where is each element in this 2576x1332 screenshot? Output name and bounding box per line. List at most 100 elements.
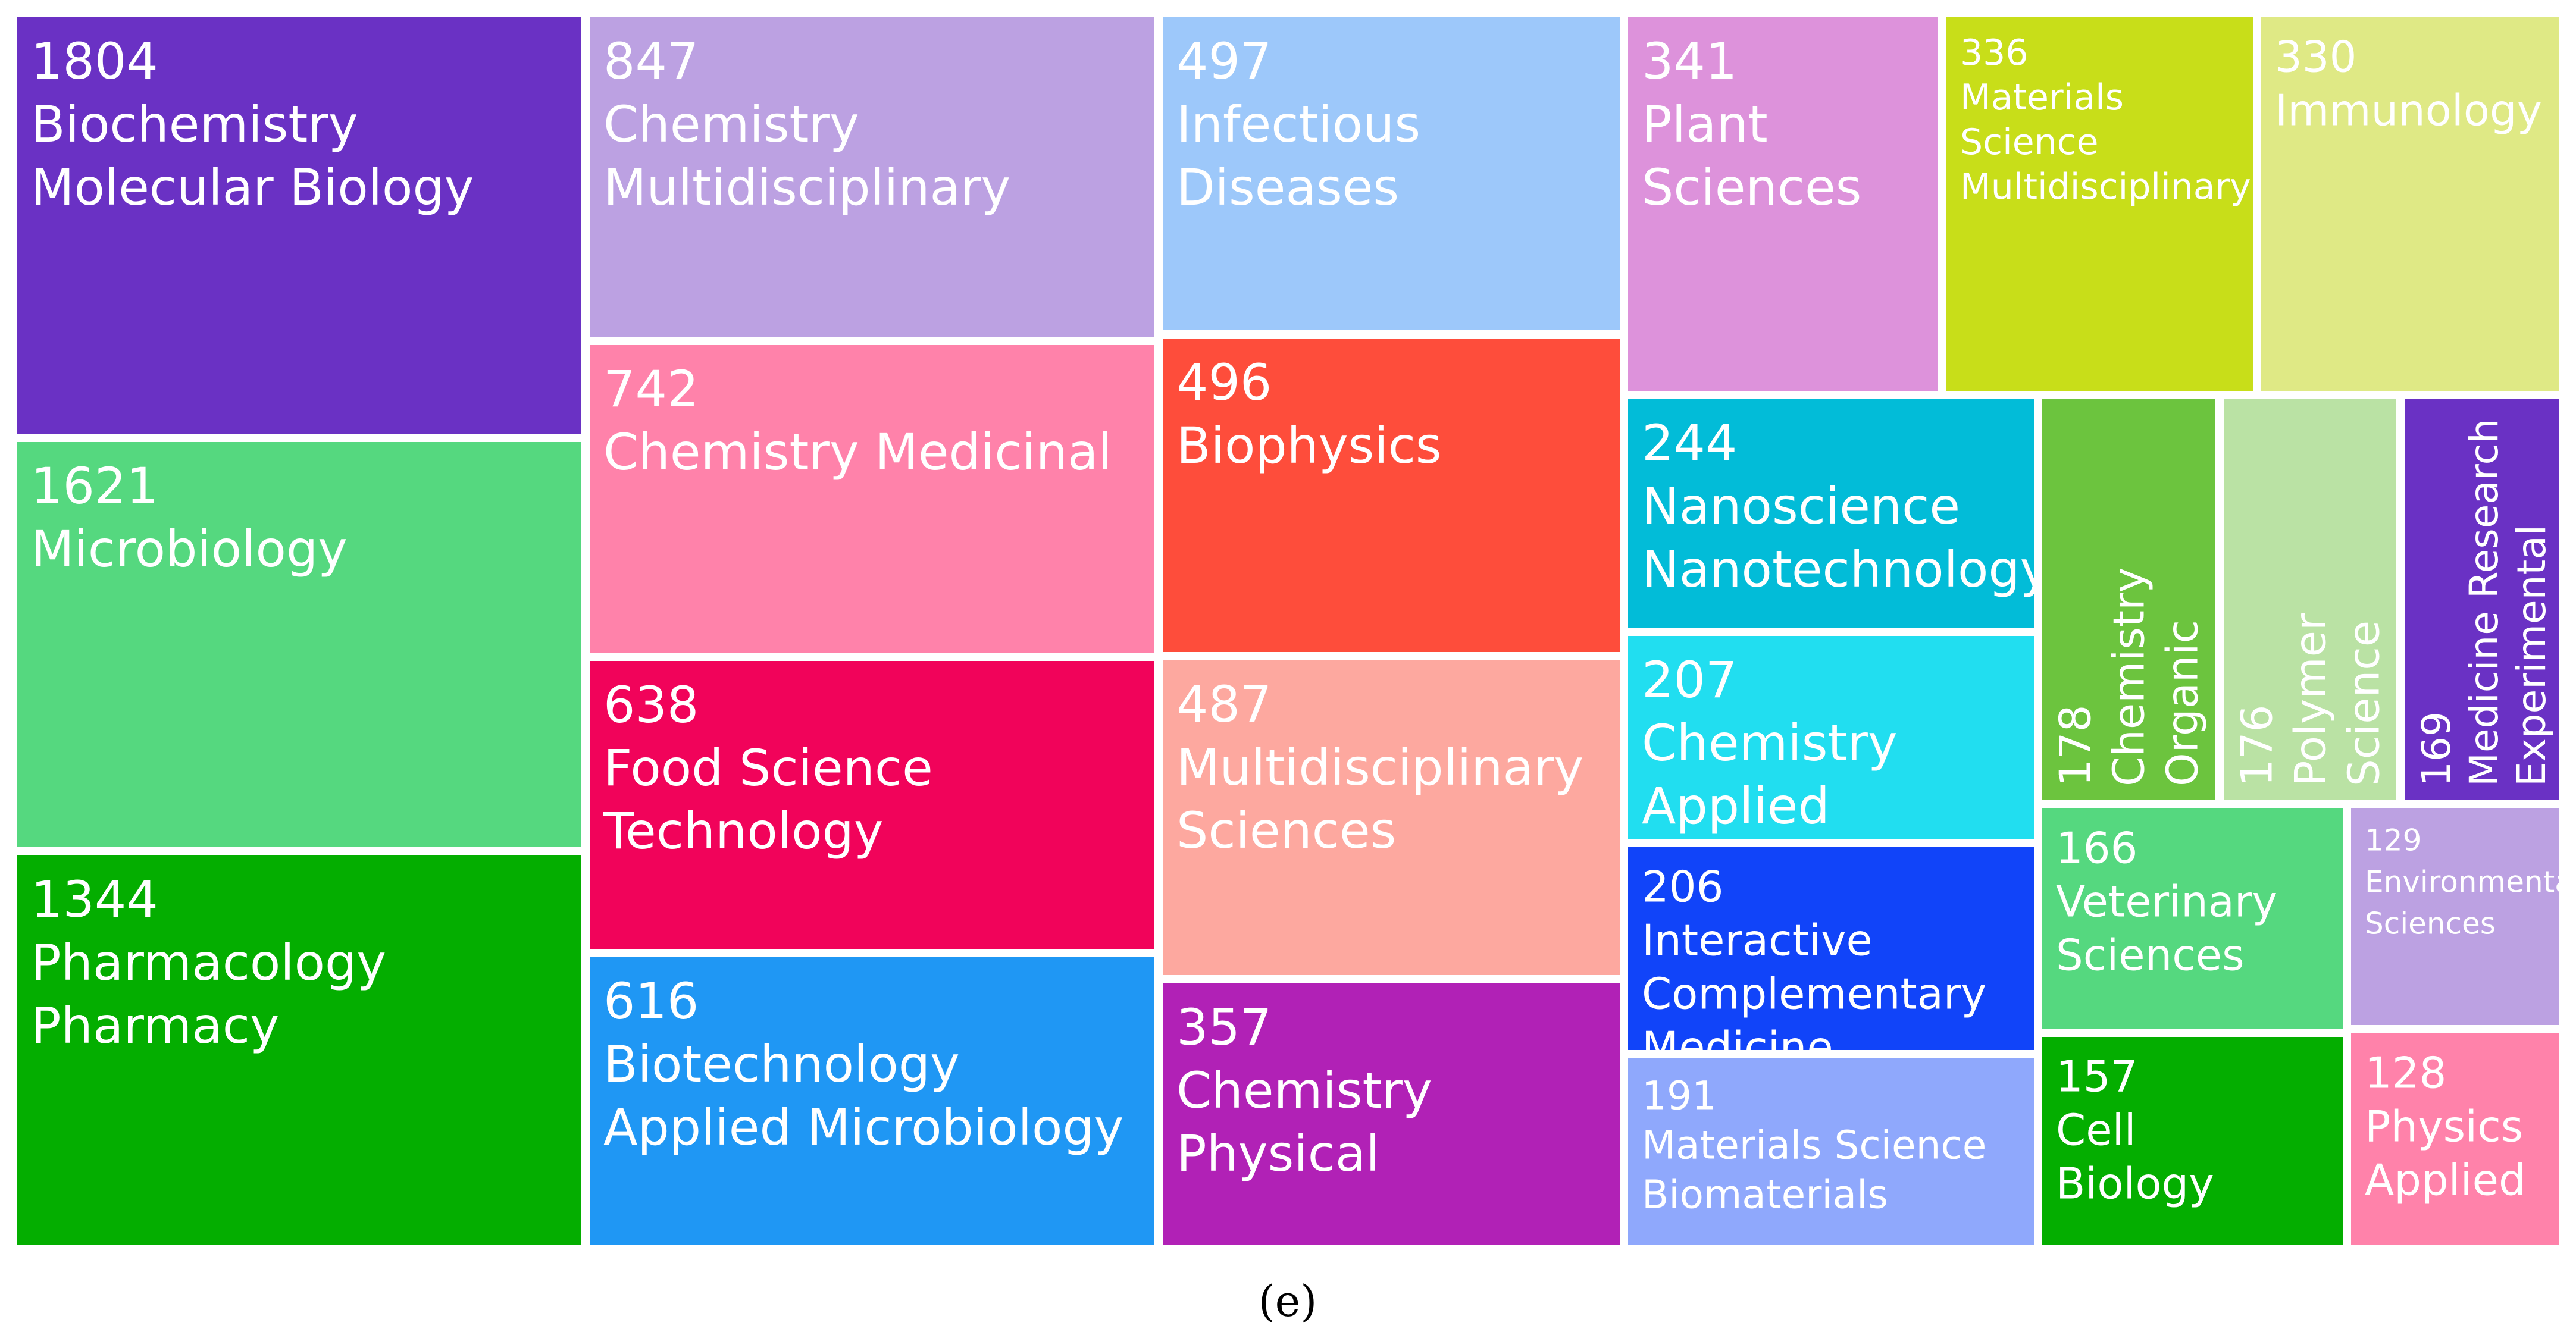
treemap-rect: [2215, 391, 2405, 808]
tile-value: 191: [1642, 1073, 1717, 1119]
tile-label-line: Nanotechnology: [1642, 540, 2049, 598]
treemap-label: 341 Plant Sciences: [1642, 32, 1861, 217]
tile-value: 1804: [31, 32, 158, 90]
treemap-tile-chemistry-medicinal: 742 Chemistry Medicinal: [581, 337, 1163, 661]
treemap-rect: [2343, 1025, 2567, 1253]
tile-label-line: Biomaterials: [1642, 1172, 1888, 1218]
tile-value: 336: [1960, 32, 2029, 74]
treemap-tile-chemistry-applied: 207 Chemistry Applied: [1620, 628, 2042, 847]
tile-label-line: Science: [1960, 121, 2099, 163]
treemap-tile-pharmacology-pharmacy: 1344 Pharmacology Pharmacy: [9, 847, 590, 1253]
tile-label-line: Organic: [2158, 620, 2208, 786]
tile-label-line: Sciences: [2056, 930, 2245, 980]
treemap-label: 207 Chemistry Applied: [1642, 651, 1898, 835]
treemap-tile-physics-applied: 128 Physics Applied: [2343, 1025, 2567, 1253]
treemap-tile-nanoscience-nanotechnology: 244 Nanoscience Nanotechnology: [1620, 391, 2049, 636]
treemap-label: 336 Materials Science Multidisciplinary: [1960, 32, 2251, 208]
treemap-label: 128 Physics Applied: [2365, 1048, 2526, 1205]
tile-value: 128: [2365, 1048, 2446, 1098]
tile-label-line: Multidisciplinary: [1960, 166, 2251, 208]
tile-label-line: Applied Microbiology: [603, 1098, 1123, 1157]
tile-label-line: Complementary: [1642, 969, 1986, 1018]
tile-label-line: Chemistry: [2104, 568, 2154, 786]
treemap-tile-biotechnology-applied-microbiology: 616 Biotechnology Applied Microbiology: [581, 949, 1163, 1253]
treemap-rect: [1154, 975, 1628, 1253]
treemap-label: 176PolymerScience: [2232, 613, 2389, 786]
treemap-tile-chemistry-multidisciplinary: 847 Chemistry Multidisciplinary: [581, 9, 1163, 345]
treemap-tile-plant-sciences: 341 Plant Sciences: [1620, 9, 1946, 399]
treemap-tile-materials-science-multidisciplinary: 336 Materials Science Multidisciplinary: [1938, 9, 2261, 399]
tile-value: 157: [2056, 1051, 2137, 1101]
tile-label-line: Biotechnology: [603, 1035, 960, 1093]
tile-label-line: Chemistry: [1642, 714, 1898, 772]
tile-value: 244: [1642, 414, 1737, 472]
treemap-tile-materials-science-biomaterials: 191 Materials Science Biomaterials: [1620, 1050, 2042, 1253]
tile-label-line: Medicine Research: [2461, 418, 2507, 786]
treemap-label: 497 Infectious Diseases: [1176, 32, 1420, 217]
tile-label-line: Immunology: [2275, 85, 2542, 135]
tile-label-line: Science: [2339, 620, 2389, 786]
tile-label-line: Nanoscience: [1642, 477, 1960, 535]
tile-label-line: Food Science: [603, 739, 933, 797]
tile-label-line: Multidisciplinary: [603, 158, 1010, 217]
tile-label-line: Physical: [1176, 1124, 1380, 1183]
tile-label-line: Pharmacology: [31, 933, 386, 992]
tile-label-line: Environmental: [2365, 865, 2576, 900]
tile-label-line: Sciences: [1642, 158, 1861, 217]
tile-value: 176: [2232, 705, 2282, 786]
tile-value: 496: [1176, 353, 1272, 412]
tile-value: 1621: [31, 457, 158, 515]
tile-label-line: Sciences: [2365, 907, 2496, 941]
treemap-label: 330 Immunology: [2275, 32, 2542, 135]
tile-label-line: Technology: [603, 802, 884, 860]
tile-value: 341: [1642, 32, 1737, 90]
tile-value: 357: [1176, 998, 1272, 1057]
tile-value: 497: [1176, 32, 1272, 90]
tile-label-line: Cell: [2056, 1105, 2136, 1155]
treemap-tile-environmental-sciences: 129 Environmental Sciences: [2343, 800, 2576, 1033]
treemap-rect: [1620, 1050, 2042, 1253]
tile-value: 847: [603, 32, 699, 90]
tile-label-line: Plant: [1642, 95, 1768, 153]
tile-label-line: Applied: [1642, 777, 1830, 835]
treemap-rect: [1154, 9, 1628, 339]
treemap-label: 847 Chemistry Multidisciplinary: [603, 32, 1010, 217]
treemap-rect: [581, 9, 1163, 345]
treemap-label: 616 Biotechnology Applied Microbiology: [603, 972, 1123, 1157]
treemap-label: 1344 Pharmacology Pharmacy: [31, 870, 386, 1055]
tile-value: 129: [2365, 823, 2421, 858]
treemap-tile-microbiology: 1621 Microbiology: [9, 434, 590, 855]
treemap-tile-biochemistry-molecular-biology: 1804 Biochemistry Molecular Biology: [9, 9, 590, 442]
tile-label-line: Biophysics: [1176, 416, 1442, 475]
treemap-label: 244 Nanoscience Nanotechnology: [1642, 414, 2049, 598]
treemap-label: 129 Environmental Sciences: [2365, 823, 2576, 941]
treemap-label: 1621 Microbiology: [31, 457, 348, 578]
figure-caption: (e): [1259, 1276, 1317, 1326]
treemap-rect: [9, 9, 590, 442]
tile-label-line: Biochemistry: [31, 95, 358, 153]
treemap-rect: [9, 847, 590, 1253]
tile-value: 178: [2051, 705, 2101, 786]
tile-label-line: Physics: [2365, 1101, 2523, 1151]
tile-label-line: Pharmacy: [31, 996, 280, 1055]
tile-label-line: Sciences: [1176, 801, 1396, 860]
treemap-rect: [2034, 1029, 2351, 1253]
treemap-rect: [581, 949, 1163, 1253]
tile-value: 330: [2275, 32, 2356, 82]
treemap-tile-chemistry-physical: 357 Chemistry Physical: [1154, 975, 1628, 1253]
treemap-label: 191 Materials Science Biomaterials: [1642, 1073, 1986, 1218]
treemap-rect: [581, 337, 1163, 661]
tile-label-line: Veterinary: [2056, 876, 2277, 926]
tile-label-line: Polymer: [2286, 613, 2336, 786]
treemap-rect: [2396, 391, 2567, 808]
treemap-tile-medicine-research-experimental: 169Medicine ResearchExperimental: [2396, 391, 2567, 808]
treemap-tile-biophysics: 496 Biophysics: [1154, 330, 1628, 660]
treemap-rect: [1154, 330, 1628, 660]
tile-value: 206: [1642, 861, 1723, 911]
treemap-tile-polymer-science: 176PolymerScience: [2215, 391, 2405, 808]
tile-value: 487: [1176, 675, 1272, 734]
tile-label-line: Chemistry: [1176, 1061, 1432, 1120]
tile-label-line: Biology: [2056, 1158, 2214, 1208]
treemap-tile-infectious-diseases: 497 Infectious Diseases: [1154, 9, 1628, 339]
